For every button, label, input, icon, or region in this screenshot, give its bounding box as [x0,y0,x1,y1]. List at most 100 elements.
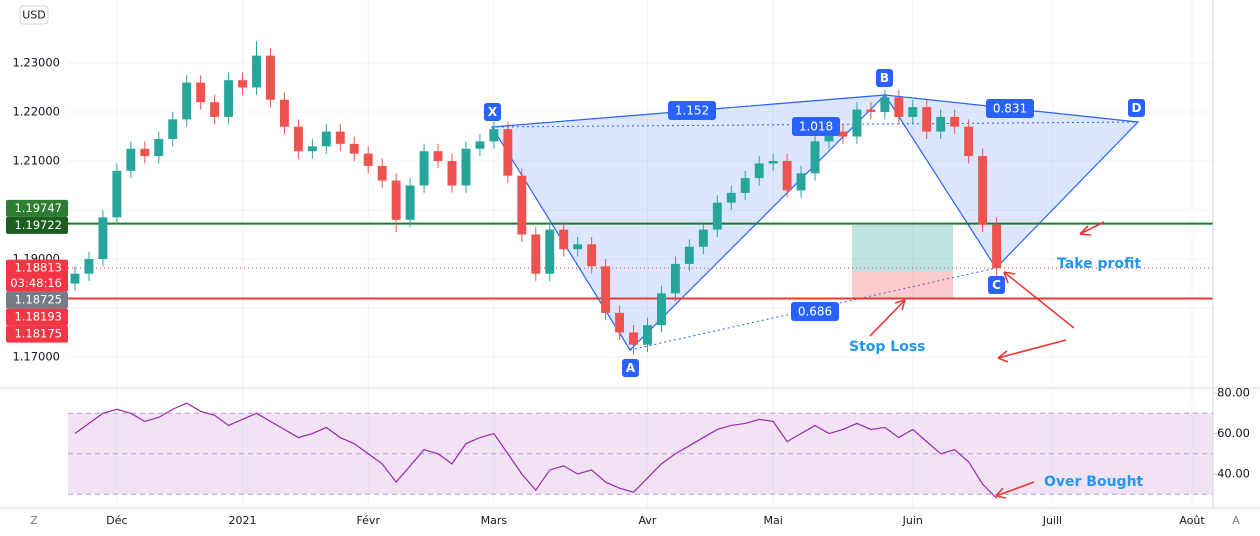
price-label-box [6,325,68,343]
candle-body [307,146,317,152]
point-box [988,276,1005,294]
candle-body [545,229,555,274]
price-label-box [6,291,68,309]
y-tick-label: 1.22000 [12,105,60,119]
pattern-xb [491,94,886,128]
y2-tick-label: 60.00 [1217,426,1250,440]
arrow [995,481,1035,499]
candle-body [475,141,485,149]
candle-body [880,97,890,113]
price-label: 1.18193 [14,310,62,324]
x-tick-label: 2021 [229,514,257,527]
candle-body [726,192,736,203]
candle-body [266,55,275,100]
point-label: A [626,361,636,375]
candle-body [894,97,904,117]
x-tick-label: Août [1179,514,1205,527]
price-label: 1.18813 [14,261,62,275]
price-label-box [6,259,68,292]
take-profit-note: Take profit [1057,256,1141,272]
candle-body [196,82,206,103]
candle-body [796,173,806,191]
candle-body [335,131,345,144]
candle-body [712,202,722,230]
x-tick-label: Avr [639,514,657,527]
candle-body [489,129,499,142]
price-label: 1.19747 [14,201,62,215]
countdown: 03:48:16 [10,276,62,290]
x-tick-label: Mars [481,514,508,527]
candle-body [643,325,652,345]
point-box [622,359,639,377]
point-label: X [488,105,498,119]
candle-body [168,119,178,139]
candle-body [782,161,792,191]
candle-body [279,99,289,127]
candle-body [391,180,401,220]
zoom-button[interactable]: Z [30,514,38,527]
point-box [484,103,501,121]
position-box [852,225,953,299]
candle-body [140,148,150,157]
price-label: 1.18175 [14,327,62,341]
arrow [1079,221,1105,236]
candle-body [84,258,94,274]
candle-body [684,246,694,264]
candle-body [698,229,708,247]
ratio-box [792,117,840,136]
currency-box [19,5,49,25]
stop-loss-note: Stop Loss [849,339,926,355]
candle-body [615,312,625,333]
candle-body [238,80,248,88]
candle-body [112,170,122,218]
x-tick-label: Déc [106,514,127,527]
y-tick-label: 1.21000 [12,154,60,168]
candle-body [964,126,974,157]
ratio-label: 0.831 [993,102,1027,116]
price-label-box [6,308,68,326]
pattern-labels: X A B C D 1.152 1.018 0.831 0.686 [484,69,1145,377]
ratio-box [986,99,1034,118]
y-tick-label: 1.23000 [12,56,60,70]
candle-body [182,82,192,120]
candle-body [587,244,597,267]
x-tick-label: Mai [764,514,783,527]
candle-body [349,143,359,154]
candle-body [922,107,932,132]
rsi-line [74,402,997,499]
ratio-label: 1.152 [675,104,709,118]
price-label: 1.19722 [14,218,62,232]
candle-body [154,138,164,157]
candle-body [824,131,834,142]
candle-body [293,126,303,152]
candle-body [573,244,583,250]
point-box [1128,99,1145,117]
rsi-bands [68,412,1213,495]
arrows [869,221,1105,499]
candle-body [852,109,862,137]
candle-body [559,229,569,250]
auto-button[interactable]: A [1232,514,1240,527]
candle-body [70,273,80,284]
y2-tick-label: 80.00 [1217,386,1250,400]
y2-tick-label: 40.00 [1217,467,1250,481]
candle-body [838,131,848,137]
x-tick-label: Févr [356,514,380,527]
candle-body [866,109,876,113]
candle-body [503,129,513,176]
x-tick-label: Juill [1042,514,1062,527]
stop-zone [852,272,953,299]
marks [68,40,1213,499]
price-label: 1.18725 [14,293,62,307]
candle-body [992,224,1002,269]
ratio-label: 0.686 [798,305,832,319]
y-tick-label: 1.17000 [12,349,60,363]
candle-body [405,185,415,220]
candle-body [363,153,373,166]
candle-body [252,55,261,88]
candle-body [517,175,527,235]
